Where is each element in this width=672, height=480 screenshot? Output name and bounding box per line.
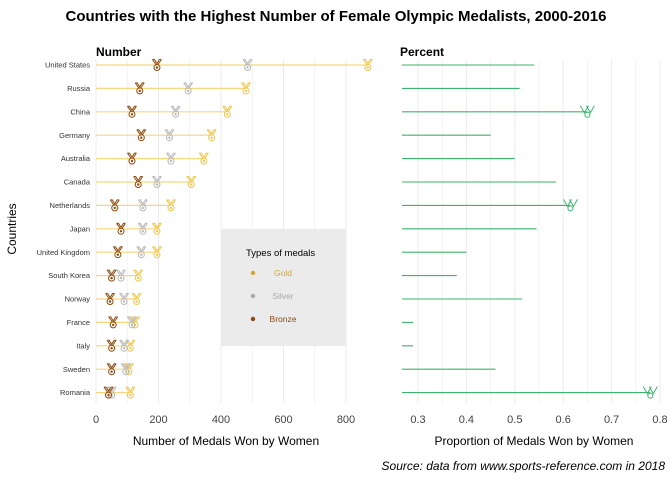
country-label: Netherlands (50, 201, 91, 210)
silver-medal-point (242, 59, 253, 71)
country-label: Russia (67, 84, 91, 93)
silver-medal-point (166, 152, 176, 165)
country-label: Sweden (63, 365, 90, 374)
gold-medal-point (362, 59, 373, 71)
x-tick-label: 800 (337, 414, 355, 426)
x-tick-label: 0.6 (556, 414, 571, 426)
country-label: United Kingdom (37, 248, 90, 257)
gold-medal-point (125, 386, 136, 399)
bronze-medal-point (116, 222, 126, 235)
gold-medal-point (131, 293, 142, 305)
gold-medal-point (206, 129, 217, 142)
bronze-medal-point (112, 246, 123, 259)
legend-background (221, 229, 346, 346)
silver-medal-point (116, 269, 126, 282)
silver-medal-point (119, 339, 130, 352)
legend-label-bronze: Bronze (270, 314, 297, 324)
gold-medal-point (222, 105, 233, 118)
gold-medal-point (198, 152, 209, 165)
silver-medal-point (136, 246, 147, 259)
silver-medal-point (137, 199, 148, 212)
gold-medal-point (152, 246, 162, 259)
percent-panel: Percent 0.3 0.4 0.5 0.6 0.7 0.8 Proportion of… (400, 45, 668, 448)
silver-medal-point (170, 105, 181, 118)
x-tick-label: 200 (149, 414, 167, 426)
silver-medal-point (127, 316, 137, 329)
bronze-medal-point (106, 339, 117, 352)
country-label: South Korea (48, 271, 91, 280)
gold-medal-point (186, 176, 197, 188)
country-label: Canada (64, 178, 91, 187)
country-label: Italy (76, 341, 90, 350)
country-label: France (67, 318, 90, 327)
gold-medal-point (152, 222, 162, 235)
silver-medal-point (119, 293, 130, 305)
percent-x-ticks: 0.3 0.4 0.5 0.6 0.7 0.8 (410, 414, 667, 426)
bronze-medal-point (108, 316, 119, 329)
bronze-medal-point (127, 152, 137, 165)
gold-medal-point (241, 82, 251, 95)
bronze-medal-point (103, 386, 114, 399)
country-label: Romania (60, 388, 91, 397)
x-tick-label: 600 (274, 414, 292, 426)
country-label: China (70, 107, 90, 116)
percent-medal-point (642, 386, 658, 399)
legend-label-silver: Silver (272, 291, 293, 301)
x-tick-label: 0.5 (507, 414, 522, 426)
gold-medal-point (166, 199, 176, 212)
number-x-axis-label: Number of Medals Won by Women (133, 434, 319, 448)
bronze-medal-point (152, 59, 162, 71)
bronze-medal-point (136, 129, 147, 142)
caption: Source: data from www.sports-reference.c… (382, 459, 666, 473)
number-panel-title: Number (96, 45, 142, 59)
silver-medal-point (120, 363, 131, 376)
country-labels: United States Russia China Germany Australia… (37, 61, 91, 398)
legend-label-gold: Gold (274, 268, 292, 278)
silver-medal-point (152, 176, 162, 188)
legend-key-gold (250, 270, 256, 276)
number-x-ticks: 0 200 400 600 800 (93, 414, 355, 426)
number-panel: Number 0 200 400 600 800 United States Russia… (37, 45, 373, 448)
number-marks (96, 59, 373, 399)
country-label: Australia (61, 154, 91, 163)
legend-key-bronze (250, 316, 256, 322)
bronze-medal-point (134, 82, 145, 95)
bronze-medal-point (106, 269, 117, 282)
legend: Types of medals Gold Silver Bronze (221, 229, 346, 346)
x-tick-label: 0.8 (652, 414, 667, 426)
percent-medal-point (579, 105, 595, 118)
bronze-medal-point (109, 199, 120, 212)
x-tick-label: 0.4 (459, 414, 474, 426)
x-tick-label: 0 (93, 414, 99, 426)
chart-title: Countries with the Highest Number of Fem… (66, 8, 607, 25)
x-tick-label: 0.3 (410, 414, 425, 426)
silver-medal-point (164, 129, 175, 142)
percent-medal-point (563, 199, 578, 212)
country-label: Germany (59, 131, 90, 140)
percent-marks (402, 64, 658, 399)
legend-key-silver (250, 293, 256, 299)
silver-medal-point (183, 82, 194, 95)
bronze-medal-point (127, 105, 137, 118)
percent-gridlines (417, 60, 661, 403)
country-label: United States (45, 61, 90, 70)
country-label: Norway (65, 295, 91, 304)
bronze-medal-point (106, 363, 117, 376)
gold-medal-point (133, 269, 144, 282)
country-label: Japan (70, 224, 90, 233)
silver-medal-point (137, 222, 148, 235)
x-tick-label: 0.7 (604, 414, 619, 426)
x-tick-label: 400 (212, 414, 230, 426)
percent-panel-title: Percent (400, 45, 444, 59)
legend-title: Types of medals (246, 248, 315, 259)
bronze-medal-point (105, 293, 115, 305)
bronze-medal-point (133, 176, 144, 188)
percent-x-axis-label: Proportion of Medals Won by Women (435, 434, 634, 448)
y-axis-label: Countries (5, 203, 19, 254)
